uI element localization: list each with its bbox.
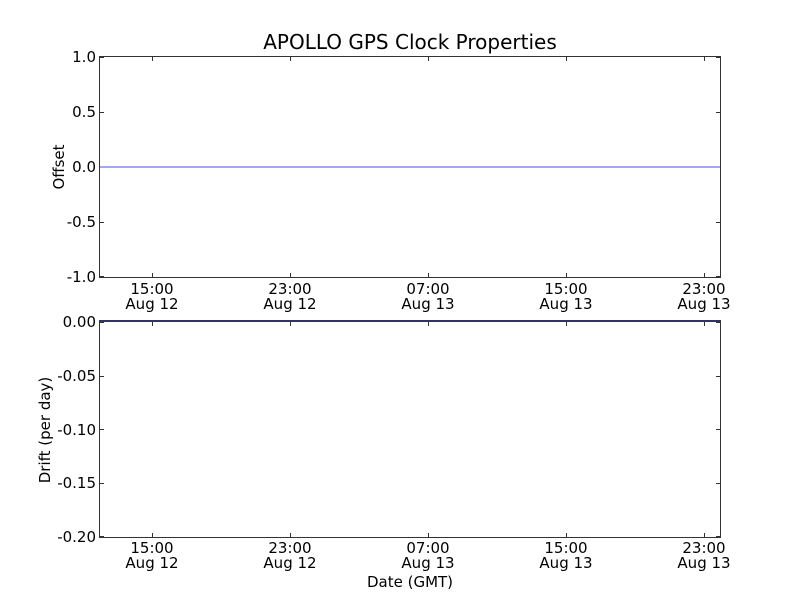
ytick-label: -0.15 — [57, 474, 96, 492]
tick-mark — [290, 273, 291, 277]
xtick-time: 15:00 — [544, 280, 588, 298]
ytick-label: -0.20 — [57, 528, 96, 546]
tick-mark — [566, 533, 567, 537]
tick-mark — [152, 273, 153, 277]
xtick-label: 23:00 Aug 13 — [649, 541, 759, 571]
tick-mark — [716, 222, 720, 223]
drift-plot-area — [99, 320, 721, 538]
xtick-label: 23:00 Aug 13 — [649, 282, 759, 312]
xtick-time: 15:00 — [130, 280, 174, 298]
ytick-label: 1.0 — [72, 48, 96, 66]
tick-mark — [152, 322, 153, 326]
tick-mark — [716, 429, 720, 430]
tick-mark — [716, 322, 720, 323]
xtick-date: Aug 13 — [401, 554, 455, 572]
xtick-date: Aug 13 — [677, 554, 731, 572]
tick-mark — [428, 57, 429, 61]
tick-mark — [716, 376, 720, 377]
xtick-time: 15:00 — [130, 539, 174, 557]
ytick-label: -1.0 — [66, 268, 96, 286]
tick-mark — [428, 533, 429, 537]
xtick-date: Aug 12 — [263, 554, 317, 572]
tick-mark — [100, 57, 104, 58]
ytick-label: -0.05 — [57, 367, 96, 385]
xtick-time: 23:00 — [682, 280, 726, 298]
xtick-time: 07:00 — [406, 539, 450, 557]
tick-mark — [152, 57, 153, 61]
tick-mark — [716, 536, 720, 537]
tick-mark — [100, 483, 104, 484]
tick-mark — [566, 57, 567, 61]
tick-mark — [290, 57, 291, 61]
chart-title: APOLLO GPS Clock Properties — [263, 30, 557, 54]
tick-mark — [290, 533, 291, 537]
xtick-date: Aug 13 — [539, 554, 593, 572]
tick-mark — [566, 322, 567, 326]
tick-mark — [100, 112, 104, 113]
ytick-label: 0.5 — [72, 103, 96, 121]
tick-mark — [100, 536, 104, 537]
xtick-date: Aug 13 — [539, 295, 593, 313]
xtick-time: 23:00 — [682, 539, 726, 557]
tick-mark — [704, 322, 705, 326]
ytick-label: -0.5 — [66, 213, 96, 231]
tick-mark — [704, 533, 705, 537]
xtick-label: 15:00 Aug 13 — [511, 282, 621, 312]
xtick-time: 23:00 — [268, 280, 312, 298]
tick-mark — [716, 112, 720, 113]
x-axis-label: Date (GMT) — [366, 573, 454, 591]
tick-mark — [716, 483, 720, 484]
tick-mark — [100, 322, 104, 323]
xtick-date: Aug 13 — [401, 295, 455, 313]
xtick-time: 15:00 — [544, 539, 588, 557]
xtick-label: 15:00 Aug 12 — [97, 282, 207, 312]
tick-mark — [704, 273, 705, 277]
tick-mark — [428, 273, 429, 277]
tick-mark — [716, 276, 720, 277]
offset-data-line — [100, 166, 720, 168]
xtick-label: 07:00 Aug 13 — [373, 541, 483, 571]
xtick-date: Aug 12 — [125, 295, 179, 313]
tick-mark — [100, 429, 104, 430]
xtick-label: 15:00 Aug 12 — [97, 541, 207, 571]
xtick-date: Aug 12 — [125, 554, 179, 572]
xtick-date: Aug 12 — [263, 295, 317, 313]
ytick-label: 0.0 — [72, 158, 96, 176]
xtick-date: Aug 13 — [677, 295, 731, 313]
tick-mark — [428, 322, 429, 326]
xtick-label: 23:00 Aug 12 — [235, 541, 345, 571]
xtick-label: 15:00 Aug 13 — [511, 541, 621, 571]
xtick-label: 07:00 Aug 13 — [373, 282, 483, 312]
ytick-label: -0.10 — [57, 421, 96, 439]
tick-mark — [290, 322, 291, 326]
tick-mark — [566, 273, 567, 277]
offset-plot-area — [99, 56, 721, 278]
tick-mark — [716, 57, 720, 58]
tick-mark — [100, 376, 104, 377]
xtick-label: 23:00 Aug 12 — [235, 282, 345, 312]
tick-mark — [100, 276, 104, 277]
xtick-time: 07:00 — [406, 280, 450, 298]
xtick-time: 23:00 — [268, 539, 312, 557]
tick-mark — [704, 57, 705, 61]
ytick-label: 0.00 — [62, 313, 96, 331]
tick-mark — [152, 533, 153, 537]
tick-mark — [100, 222, 104, 223]
